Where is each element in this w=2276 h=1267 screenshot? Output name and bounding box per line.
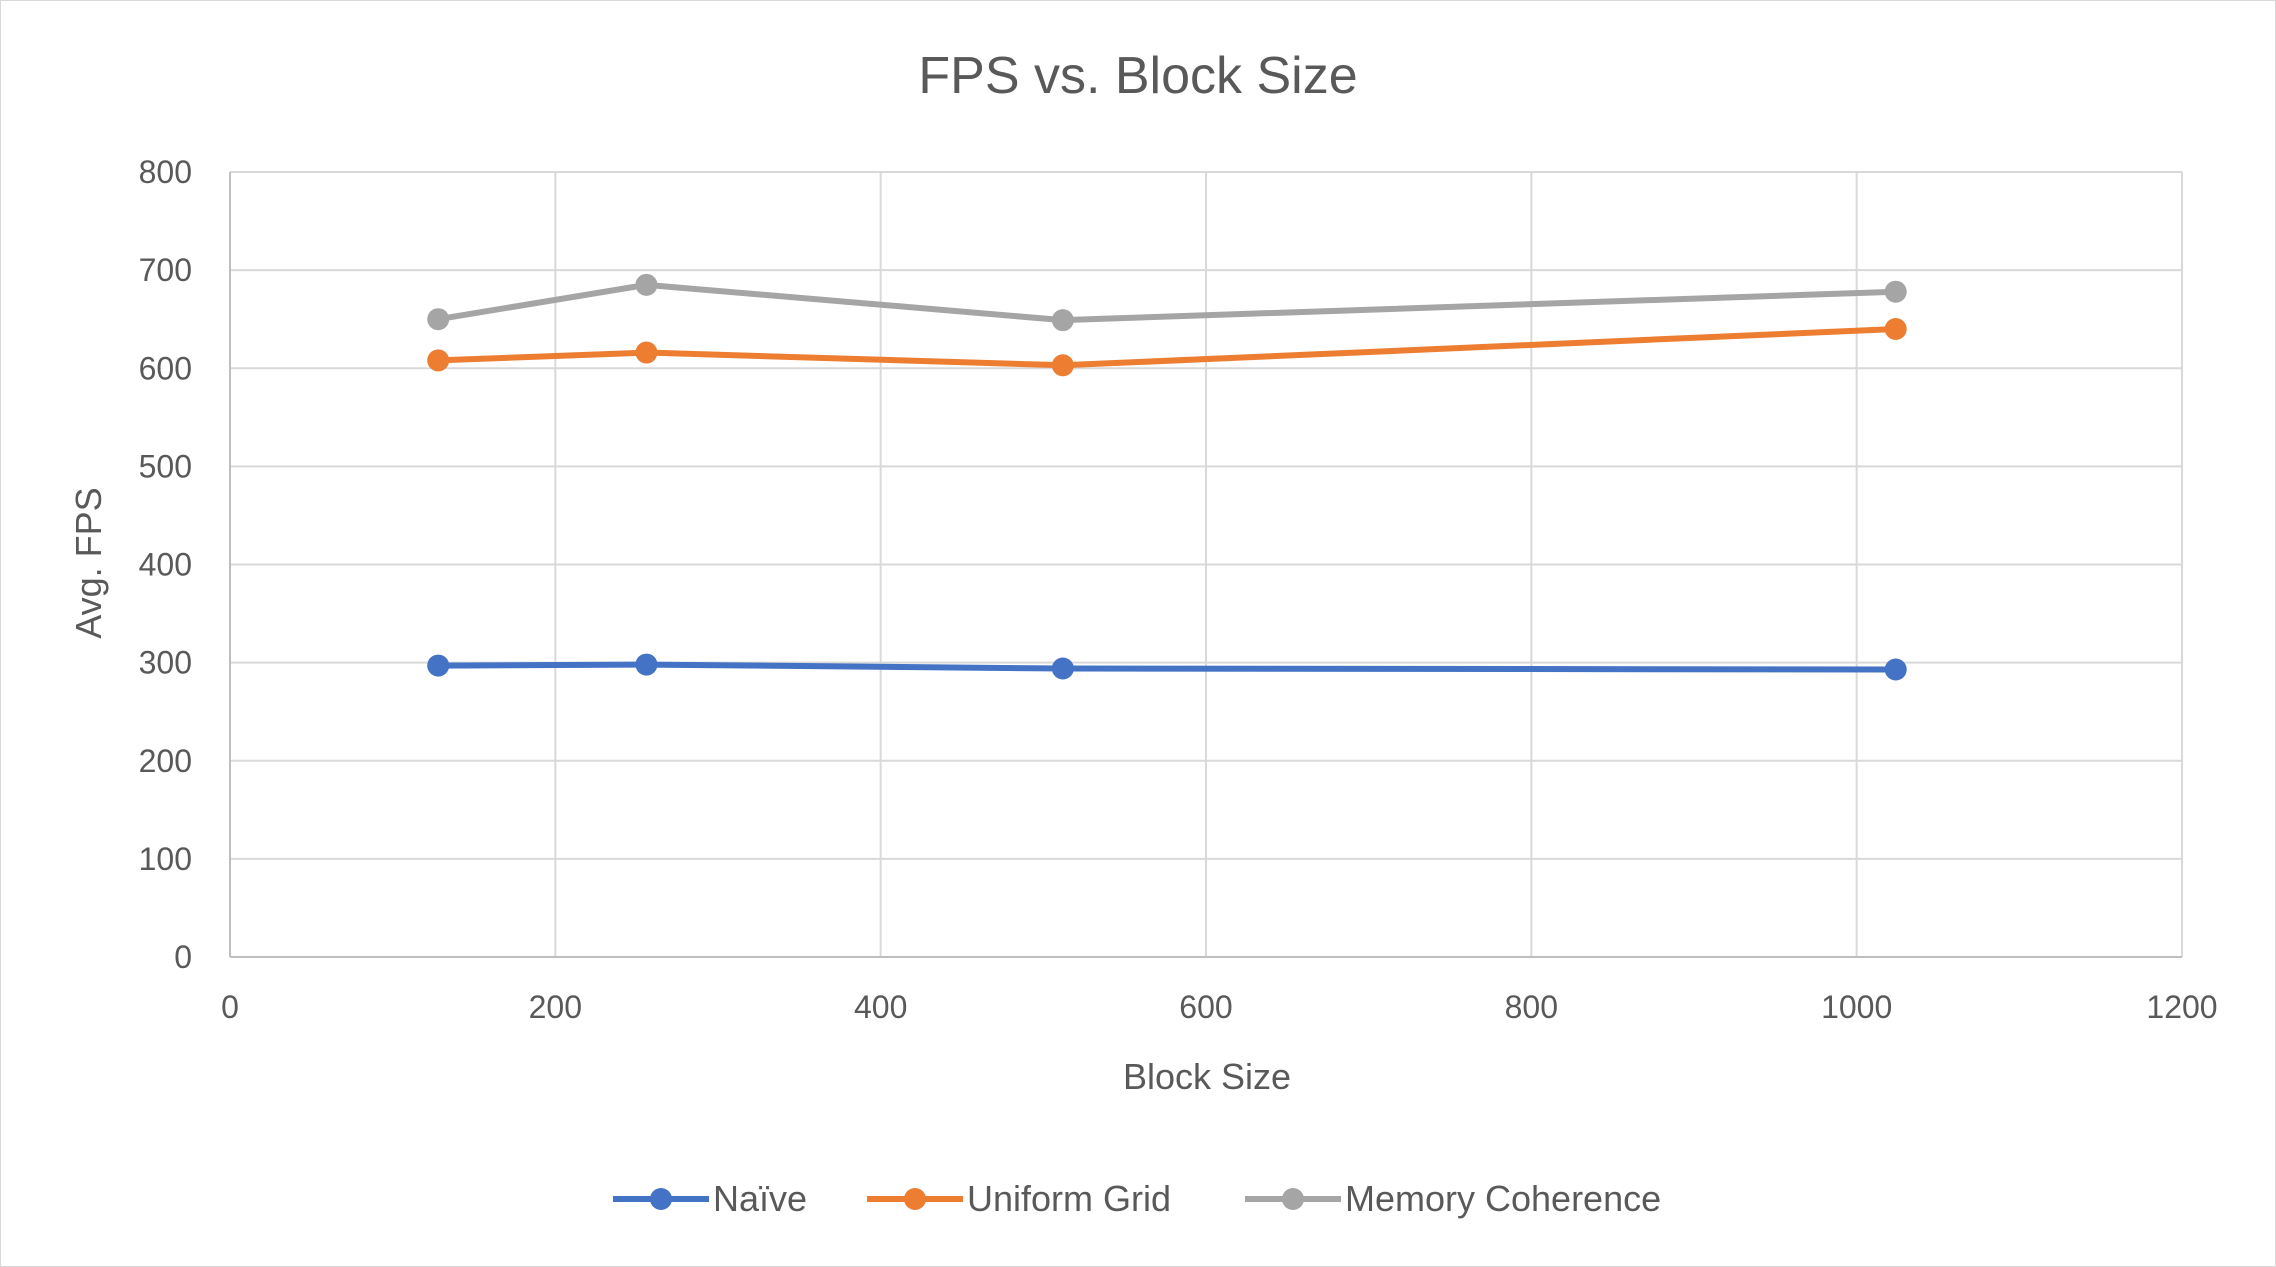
y-tick-label: 800: [139, 154, 192, 190]
legend-label: Uniform Grid: [967, 1178, 1171, 1219]
legend-item: Uniform Grid: [867, 1178, 1171, 1219]
x-tick-label: 1200: [2146, 989, 2217, 1025]
x-tick-label: 0: [221, 989, 239, 1025]
data-point: [1884, 658, 1907, 681]
data-point: [1051, 309, 1074, 332]
axes: 0 100 200 300 400 500 600 700 800 0 200 400 600 800 10…: [139, 154, 2218, 1025]
y-tick-label: 0: [174, 939, 192, 975]
y-tick-label: 500: [139, 448, 192, 484]
y-tick-label: 700: [139, 252, 192, 288]
legend-marker: [650, 1188, 672, 1210]
data-point: [635, 653, 658, 676]
data-point: [427, 308, 450, 331]
plot-series: [427, 273, 1907, 681]
y-tick-label: 300: [139, 645, 192, 681]
data-point: [1051, 657, 1074, 680]
legend-marker: [904, 1188, 926, 1210]
series-0: [427, 653, 1907, 681]
data-point: [427, 349, 450, 372]
y-tick-label: 400: [139, 547, 192, 583]
data-point: [427, 654, 450, 677]
data-point: [1884, 318, 1907, 340]
y-axis-title: Avg. FPS: [68, 487, 109, 638]
series-line: [435, 326, 1899, 369]
x-tick-label: 800: [1505, 989, 1558, 1025]
x-tick-label: 1000: [1821, 989, 1892, 1025]
chart-title: FPS vs. Block Size: [918, 47, 1357, 105]
data-point: [1884, 280, 1907, 303]
y-tick-label: 600: [139, 350, 192, 386]
legend-label: Memory Coherence: [1345, 1178, 1661, 1219]
x-tick-label: 400: [854, 989, 907, 1025]
x-axis-title: Block Size: [1123, 1056, 1291, 1097]
legend-item: Naïve: [613, 1178, 807, 1219]
series-2: [427, 273, 1907, 332]
data-point: [1051, 354, 1074, 377]
data-point: [635, 273, 658, 296]
legend: Naïve Uniform Grid Memory Coherence: [613, 1178, 1661, 1219]
series-1: [427, 318, 1907, 377]
data-point: [635, 341, 658, 364]
series-line: [435, 281, 1899, 324]
series-line: [435, 661, 1899, 673]
legend-marker: [1282, 1188, 1304, 1210]
legend-label: Naïve: [713, 1178, 807, 1219]
y-tick-label: 200: [139, 743, 192, 779]
x-tick-label: 600: [1179, 989, 1232, 1025]
x-tick-label: 200: [529, 989, 582, 1025]
y-tick-label: 100: [139, 841, 192, 877]
legend-item: Memory Coherence: [1245, 1178, 1661, 1219]
